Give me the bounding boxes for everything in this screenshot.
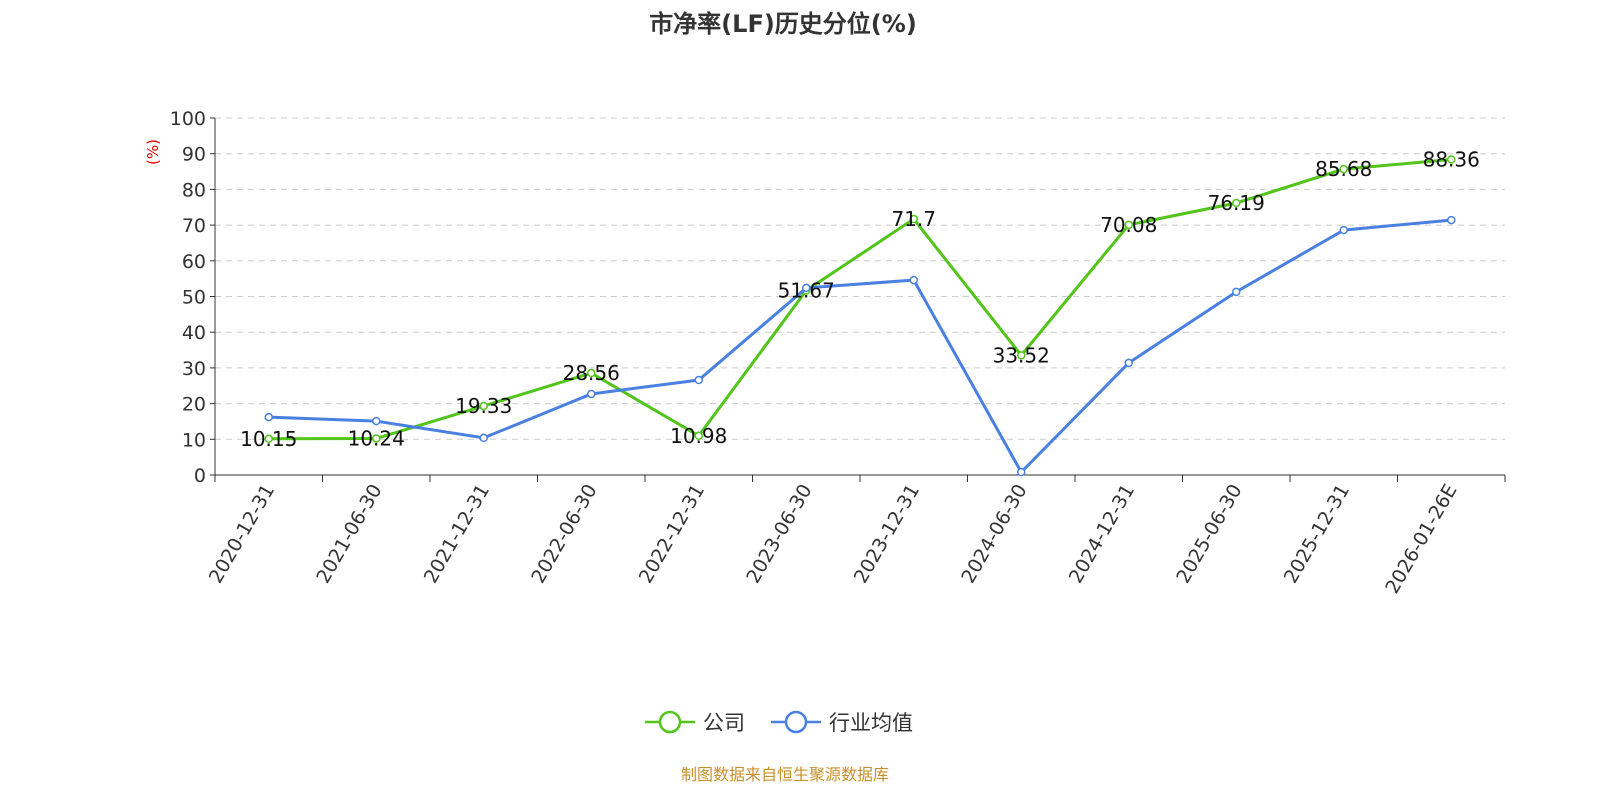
x-tick-label: 2022-12-31 <box>635 481 709 588</box>
data-point[interactable] <box>587 368 596 378</box>
y-tick-label: 0 <box>194 465 206 487</box>
data-label: 76.19 <box>1208 191 1265 215</box>
y-tick-label: 90 <box>182 144 206 166</box>
y-tick-label: 20 <box>182 394 206 416</box>
x-tick-label: 2020-12-31 <box>205 481 279 588</box>
y-tick-label: 10 <box>182 429 206 451</box>
series-line-0 <box>268 158 1452 441</box>
data-label: 70.08 <box>1100 213 1157 237</box>
data-point[interactable] <box>372 416 381 426</box>
legend-circle-icon <box>784 710 808 734</box>
data-point[interactable] <box>694 431 703 441</box>
data-point[interactable] <box>1017 467 1026 477</box>
y-axis-label: (%) <box>144 139 162 165</box>
data-label: 71.7 <box>891 207 936 231</box>
y-tick-label: 100 <box>170 108 206 130</box>
data-point[interactable] <box>909 214 918 224</box>
data-point[interactable] <box>587 389 596 399</box>
data-point[interactable] <box>1232 198 1241 208</box>
data-point[interactable] <box>802 283 811 293</box>
y-tick-label: 60 <box>182 251 206 273</box>
legend-item-1[interactable]: 行业均值 <box>771 710 913 735</box>
y-tick-label: 30 <box>182 358 206 380</box>
legend-item-0[interactable]: 公司 <box>645 710 745 735</box>
data-label: 19.33 <box>455 394 512 418</box>
data-label: 51.67 <box>778 279 835 303</box>
data-point[interactable] <box>1339 164 1348 174</box>
data-label: 10.98 <box>670 424 727 448</box>
data-point[interactable] <box>1232 287 1241 297</box>
data-label: 88.36 <box>1423 148 1480 172</box>
legend-label: 公司 <box>703 711 745 735</box>
data-label: 33.52 <box>993 343 1050 367</box>
y-tick-label: 40 <box>182 322 206 344</box>
x-tick-label: 2026-01-26E <box>1381 481 1461 598</box>
x-tick-label: 2025-06-30 <box>1172 481 1246 588</box>
data-label: 28.56 <box>563 361 620 385</box>
x-tick-label: 2025-12-31 <box>1280 481 1354 588</box>
y-tick-label: 50 <box>182 287 206 309</box>
x-tick-label: 2023-12-31 <box>850 481 924 588</box>
data-point[interactable] <box>1447 155 1456 164</box>
data-point[interactable] <box>479 401 488 411</box>
data-point[interactable] <box>909 275 918 285</box>
data-point[interactable] <box>1124 358 1133 368</box>
data-point[interactable] <box>1017 351 1026 360</box>
data-point[interactable] <box>264 412 273 422</box>
data-label: 85.68 <box>1315 157 1372 181</box>
data-point[interactable] <box>1339 225 1348 235</box>
y-tick-label: 70 <box>182 215 206 237</box>
data-point[interactable] <box>1447 215 1456 225</box>
legend-circle-icon <box>658 710 682 734</box>
data-point[interactable] <box>694 375 703 385</box>
data-point[interactable] <box>372 434 381 443</box>
x-tick-label: 2021-12-31 <box>420 481 494 588</box>
source-note: 制图数据来自恒生聚源数据库 <box>681 765 889 784</box>
chart-title: 市净率(LF)历史分位(%) <box>649 10 917 38</box>
data-label: 10.15 <box>240 427 297 451</box>
data-point[interactable] <box>264 434 273 444</box>
data-point[interactable] <box>1124 220 1133 230</box>
x-tick-label: 2024-12-31 <box>1065 481 1139 588</box>
y-tick-label: 80 <box>182 179 206 201</box>
x-tick-label: 2022-06-30 <box>527 481 601 588</box>
legend-label: 行业均值 <box>829 711 913 735</box>
data-point[interactable] <box>479 433 488 443</box>
x-tick-label: 2023-06-30 <box>742 481 816 588</box>
x-tick-label: 2024-06-30 <box>957 481 1031 588</box>
series-line-1 <box>268 218 1452 475</box>
x-tick-label: 2021-06-30 <box>312 481 386 588</box>
data-label: 10.24 <box>348 426 405 450</box>
